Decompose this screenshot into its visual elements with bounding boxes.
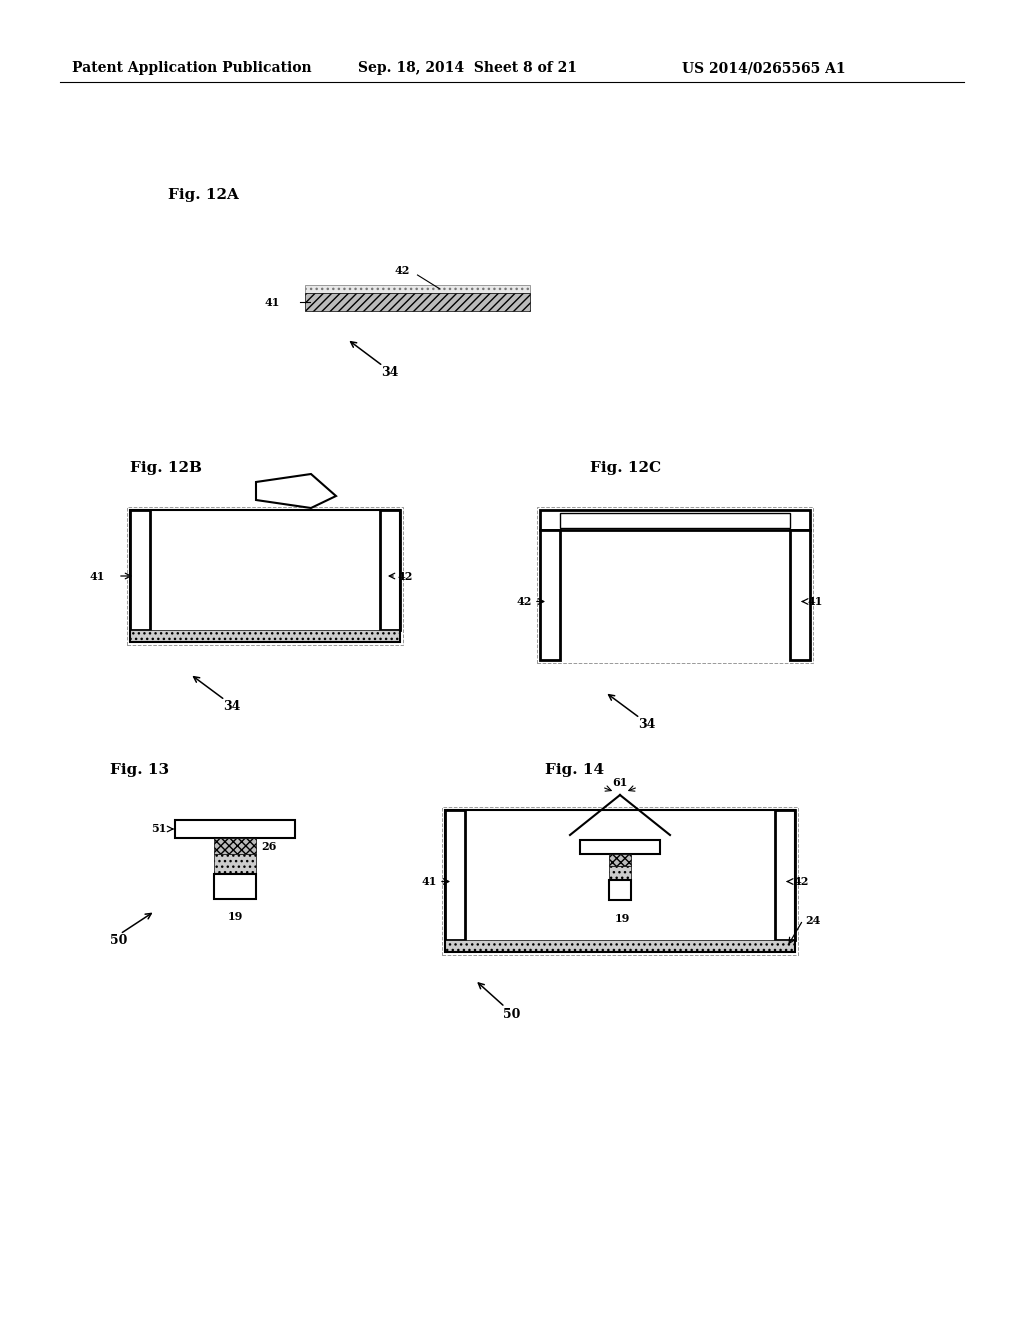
Bar <box>214 874 256 899</box>
Text: Fig. 14: Fig. 14 <box>545 763 604 777</box>
Text: 34: 34 <box>223 701 241 714</box>
Text: 42: 42 <box>398 570 414 582</box>
Bar <box>560 513 790 528</box>
Bar <box>214 838 256 854</box>
Bar <box>442 807 798 954</box>
Text: Fig. 13: Fig. 13 <box>110 763 169 777</box>
Bar <box>609 854 631 866</box>
Text: 41: 41 <box>808 597 823 607</box>
Bar <box>175 820 295 838</box>
Text: 50: 50 <box>110 935 127 948</box>
Bar <box>790 531 810 660</box>
Text: 41: 41 <box>264 297 280 308</box>
Text: Sep. 18, 2014  Sheet 8 of 21: Sep. 18, 2014 Sheet 8 of 21 <box>358 61 577 75</box>
Bar <box>609 880 631 900</box>
Text: Fig. 12A: Fig. 12A <box>168 187 239 202</box>
Polygon shape <box>256 474 336 508</box>
Text: US 2014/0265565 A1: US 2014/0265565 A1 <box>682 61 846 75</box>
Bar <box>127 507 403 645</box>
Text: 42: 42 <box>517 597 532 607</box>
Bar <box>214 854 256 874</box>
Bar <box>540 531 560 660</box>
Bar <box>609 866 631 880</box>
Text: 19: 19 <box>614 912 630 924</box>
Bar <box>130 510 150 630</box>
Text: Fig. 12C: Fig. 12C <box>590 461 662 475</box>
Bar <box>445 940 795 952</box>
Text: 26: 26 <box>261 841 276 851</box>
Text: 19: 19 <box>227 912 243 923</box>
Bar <box>130 630 400 642</box>
Text: Patent Application Publication: Patent Application Publication <box>72 61 311 75</box>
Text: 42: 42 <box>394 265 410 276</box>
Text: 61: 61 <box>612 777 628 788</box>
Bar <box>445 810 795 952</box>
Bar <box>305 285 530 293</box>
Text: Fig. 12B: Fig. 12B <box>130 461 202 475</box>
Text: 24: 24 <box>805 915 820 925</box>
Text: 34: 34 <box>381 367 398 380</box>
Bar <box>445 810 465 940</box>
Text: 34: 34 <box>638 718 655 731</box>
Bar <box>580 840 660 854</box>
Text: 42: 42 <box>793 876 808 887</box>
Bar <box>537 507 813 663</box>
Bar <box>305 293 530 312</box>
Bar <box>540 510 810 531</box>
Text: 41: 41 <box>90 570 105 582</box>
Bar <box>130 510 400 642</box>
Text: 51: 51 <box>152 824 167 834</box>
Text: 50: 50 <box>503 1007 520 1020</box>
Bar <box>380 510 400 630</box>
Bar <box>775 810 795 940</box>
Text: 41: 41 <box>422 876 437 887</box>
